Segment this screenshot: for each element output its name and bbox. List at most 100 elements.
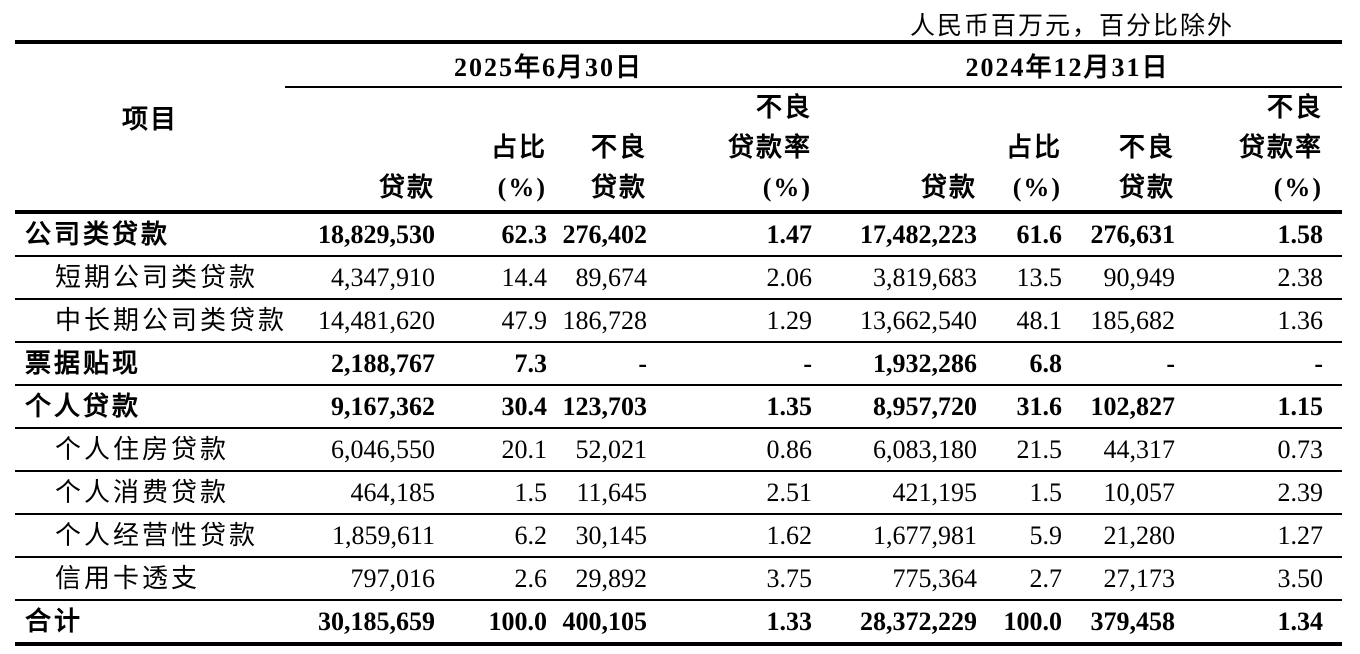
cell-value: 1.36 (1175, 299, 1343, 343)
col-header-line: 贷款率 (728, 133, 813, 162)
table-row: 短期公司类贷款 4,347,910 14.4 89,674 2.06 3,819,683 1… (15, 256, 1343, 300)
cell-value: 0.73 (1175, 428, 1343, 472)
col-header-line: 贷款 (590, 173, 647, 202)
col-header-npl-ratio-2025: 不良 贷款率 (%) (647, 87, 813, 214)
cell-value: 2,188,767 (285, 342, 435, 386)
cell-value: 1.27 (1175, 514, 1343, 558)
cell-value: 1,677,981 (812, 514, 978, 558)
cell-value: 1.58 (1175, 212, 1343, 257)
cell-value: 3.50 (1175, 557, 1343, 601)
cell-value: 4,347,910 (285, 256, 435, 300)
cell-value: 30,145 (547, 514, 647, 558)
table-row: 合计 30,185,659 100.0 400,105 1.33 28,372,229 10… (15, 600, 1343, 646)
col-header-line: 占比 (490, 133, 547, 162)
cell-value: 13.5 (977, 256, 1063, 300)
cell-value: 1.5 (435, 471, 547, 515)
cell-value: 1.47 (647, 212, 813, 257)
col-header-line: 占比 (1006, 133, 1063, 162)
row-label: 个人住房贷款 (15, 428, 285, 472)
cell-value: 13,662,540 (812, 299, 978, 343)
cell-value: 44,317 (1062, 428, 1176, 472)
row-label: 信用卡透支 (15, 557, 285, 601)
col-header-line: (%) (1012, 173, 1063, 202)
cell-value: 100.0 (977, 600, 1063, 646)
cell-value: 52,021 (547, 428, 647, 472)
row-label: 中长期公司类贷款 (15, 299, 285, 343)
row-label: 票据贴现 (15, 342, 285, 386)
cell-value: 5.9 (977, 514, 1063, 558)
cell-value: 31.6 (977, 385, 1063, 429)
cell-value: 1.29 (647, 299, 813, 343)
cell-value: 1.35 (647, 385, 813, 429)
col-header-line: 不良 (590, 133, 647, 162)
table-body: 公司类贷款 18,829,530 62.3 276,402 1.47 17,482,223… (15, 212, 1343, 646)
row-label: 短期公司类贷款 (15, 256, 285, 300)
col-header-item: 项目 (15, 87, 285, 214)
cell-value: 29,892 (547, 557, 647, 601)
unit-note: 人民币百万元，百分比除外 (909, 13, 1234, 40)
cell-value: 18,829,530 (285, 212, 435, 257)
cell-value: 1.33 (647, 600, 813, 646)
col-header-npl-ratio-2024: 不良贷款率 (%) (1175, 87, 1343, 214)
col-header-line: (%) (1273, 173, 1324, 202)
cell-value: 8,957,720 (812, 385, 978, 429)
group-header-2025: 2025年6月30日 (285, 42, 813, 88)
cell-value: 464,185 (285, 471, 435, 515)
cell-value: 27,173 (1062, 557, 1176, 601)
cell-value: - (647, 342, 813, 386)
col-header-line: 不良 (756, 93, 813, 122)
cell-value: 6.8 (977, 342, 1063, 386)
cell-value: 11,645 (547, 471, 647, 515)
cell-value: 400,105 (547, 600, 647, 646)
col-header-line: 贷款率 (1239, 133, 1324, 162)
cell-value: 2.06 (647, 256, 813, 300)
table-row: 个人住房贷款 6,046,550 20.1 52,021 0.86 6,083,180 21… (15, 428, 1343, 472)
cell-value: 3,819,683 (812, 256, 978, 300)
table-row: 公司类贷款 18,829,530 62.3 276,402 1.47 17,482,223… (15, 212, 1343, 257)
cell-value: 30.4 (435, 385, 547, 429)
cell-value: 379,458 (1062, 600, 1176, 646)
cell-value: 6.2 (435, 514, 547, 558)
cell-value: 62.3 (435, 212, 547, 257)
group-header-spacer (15, 42, 285, 87)
cell-value: 48.1 (977, 299, 1063, 343)
cell-value: 0.86 (647, 428, 813, 472)
cell-value: 2.6 (435, 557, 547, 601)
cell-value: 2.38 (1175, 256, 1343, 300)
cell-value: - (1062, 342, 1176, 386)
cell-value: 28,372,229 (812, 600, 978, 646)
col-header-line: 不良 (1119, 133, 1176, 162)
cell-value: 90,949 (1062, 256, 1176, 300)
cell-value: 102,827 (1062, 385, 1176, 429)
cell-value: - (1175, 342, 1343, 386)
table-row: 票据贴现 2,188,767 7.3- -1,932,286 6.8- - (15, 342, 1343, 386)
cell-value: 14,481,620 (285, 299, 435, 343)
cell-value: 10,057 (1062, 471, 1176, 515)
cell-value: 1.5 (977, 471, 1063, 515)
loan-quality-table: 2025年6月30日 2024年12月31日 项目 贷款 占比 (%) 不良 贷款 … (15, 40, 1343, 646)
cell-value: 276,631 (1062, 212, 1176, 257)
cell-value: 2.39 (1175, 471, 1343, 515)
cell-value: 2.7 (977, 557, 1063, 601)
cell-value: 9,167,362 (285, 385, 435, 429)
table-row: 个人消费贷款 464,185 1.5 11,645 2.51 421,195 1.5 10,0… (15, 471, 1343, 515)
group-header-row: 2025年6月30日 2024年12月31日 (15, 42, 1343, 88)
table-row: 个人经营性贷款 1,859,611 6.2 30,145 1.62 1,677,981 5.… (15, 514, 1343, 558)
group-header-2024: 2024年12月31日 (812, 42, 1343, 88)
cell-value: 7.3 (435, 342, 547, 386)
col-header-npl-2024: 不良 贷款 (1062, 87, 1176, 214)
cell-value: 276,402 (547, 212, 647, 257)
cell-value: 6,083,180 (812, 428, 978, 472)
cell-value: 100.0 (435, 600, 547, 646)
row-label: 合计 (15, 600, 285, 646)
cell-value: 47.9 (435, 299, 547, 343)
cell-value: 21.5 (977, 428, 1063, 472)
cell-value: 6,046,550 (285, 428, 435, 472)
cell-value: 89,674 (547, 256, 647, 300)
cell-value: 17,482,223 (812, 212, 978, 257)
col-header-line: 不良 (1267, 93, 1324, 122)
col-header-line: 贷款 (1119, 173, 1176, 202)
cell-value: - (547, 342, 647, 386)
cell-value: 775,364 (812, 557, 978, 601)
cell-value: 1.34 (1175, 600, 1343, 646)
